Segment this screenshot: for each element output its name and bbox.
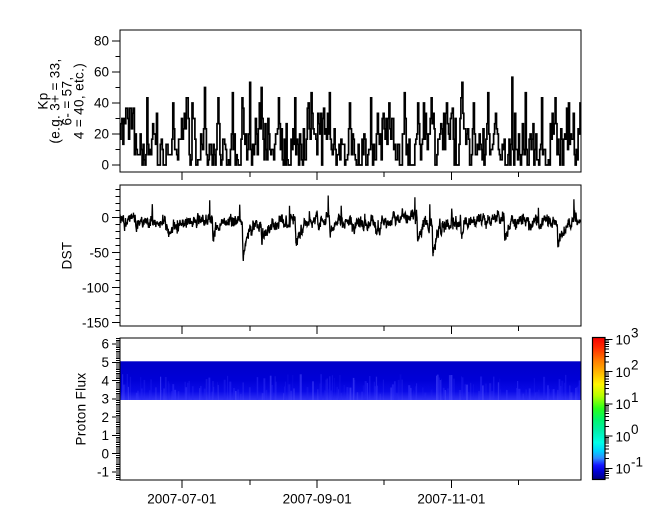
svg-text:40: 40: [94, 96, 109, 111]
svg-text:DST: DST: [60, 241, 75, 269]
svg-text:1: 1: [631, 390, 639, 405]
svg-text:20: 20: [94, 127, 109, 142]
svg-text:3: 3: [101, 392, 109, 407]
svg-text:10: 10: [616, 462, 631, 477]
svg-text:2: 2: [631, 358, 639, 373]
svg-text:2007-11-01: 2007-11-01: [417, 492, 485, 507]
svg-text:10: 10: [616, 397, 631, 412]
svg-text:3: 3: [631, 326, 639, 341]
svg-text:5: 5: [101, 355, 109, 370]
svg-text:2: 2: [101, 410, 109, 425]
svg-text:4: 4: [101, 373, 109, 388]
svg-text:2007-07-01: 2007-07-01: [147, 492, 216, 507]
svg-text:0: 0: [101, 446, 109, 461]
svg-text:80: 80: [94, 34, 109, 49]
svg-text:-150: -150: [82, 315, 109, 330]
svg-text:1: 1: [101, 428, 109, 443]
svg-text:10: 10: [616, 365, 631, 380]
svg-text:-1: -1: [631, 454, 643, 469]
svg-text:(e.g. 3+ = 33,: (e.g. 3+ = 33,: [48, 58, 63, 143]
svg-text:6: 6: [101, 337, 109, 352]
svg-text:0: 0: [101, 158, 109, 173]
svg-text:-50: -50: [89, 245, 109, 260]
svg-text:6- = 57,: 6- = 57,: [60, 77, 75, 126]
svg-text:2007-09-01: 2007-09-01: [283, 492, 352, 507]
svg-text:Kp: Kp: [36, 92, 51, 109]
svg-text:0: 0: [631, 422, 639, 437]
svg-text:0: 0: [101, 210, 109, 225]
svg-text:-100: -100: [82, 280, 109, 295]
svg-text:10: 10: [616, 429, 631, 444]
svg-text:Proton Flux: Proton Flux: [74, 373, 89, 446]
svg-text:10: 10: [616, 333, 631, 348]
svg-text:60: 60: [94, 65, 109, 80]
svg-text:4 = 40, etc.): 4 = 40, etc.): [72, 63, 87, 139]
svg-text:-1: -1: [97, 465, 109, 480]
